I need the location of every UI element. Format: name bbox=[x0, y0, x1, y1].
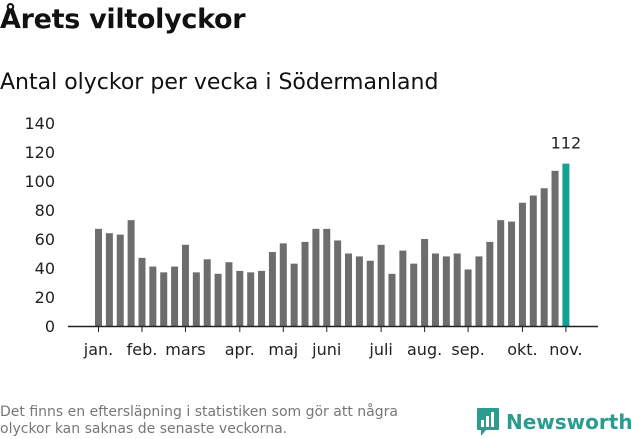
bar bbox=[551, 170, 559, 326]
bar bbox=[258, 270, 266, 326]
bar bbox=[116, 234, 124, 326]
brand-name: Newsworthy bbox=[506, 410, 631, 434]
x-tick-label: okt. bbox=[507, 340, 537, 359]
bar bbox=[279, 243, 287, 326]
bar bbox=[236, 270, 244, 326]
bar bbox=[171, 266, 179, 326]
y-tick-label: 20 bbox=[35, 288, 55, 307]
data-labels: 112 bbox=[551, 134, 582, 153]
bar bbox=[399, 250, 407, 326]
bar bbox=[355, 256, 363, 326]
bar bbox=[290, 263, 298, 326]
y-tick-label: 140 bbox=[24, 114, 55, 133]
x-tick-label: aug. bbox=[407, 340, 442, 359]
bar bbox=[127, 220, 135, 326]
bars bbox=[95, 163, 570, 326]
x-tick-label: juni bbox=[311, 340, 341, 359]
newsworthy-brand[interactable]: Newsworthy bbox=[476, 407, 631, 437]
footnote: Det finns en eftersläpning i statistiken… bbox=[0, 404, 398, 437]
bar bbox=[475, 256, 483, 326]
x-tick-label: apr. bbox=[225, 340, 255, 359]
bar bbox=[323, 228, 331, 326]
bar bbox=[334, 240, 342, 326]
y-axis: 0 20 40 60 80 100 120 140 bbox=[24, 114, 55, 336]
bar bbox=[366, 260, 374, 326]
y-tick-label: 120 bbox=[24, 143, 55, 162]
x-tick-label: nov. bbox=[549, 340, 582, 359]
bar bbox=[486, 241, 494, 326]
bar bbox=[529, 195, 537, 326]
x-tick-label: feb. bbox=[127, 340, 158, 359]
bar bbox=[312, 228, 320, 326]
bar bbox=[181, 244, 189, 326]
bar bbox=[138, 257, 146, 326]
x-tick-label: sep. bbox=[451, 340, 484, 359]
bar bbox=[442, 256, 450, 326]
bar bbox=[203, 259, 211, 326]
chart-subtitle: Antal olyckor per vecka i Södermanland bbox=[0, 70, 439, 95]
bar bbox=[431, 253, 439, 326]
bar bbox=[497, 220, 505, 326]
y-tick-label: 40 bbox=[35, 259, 55, 278]
bar bbox=[345, 253, 353, 326]
bar bbox=[301, 241, 309, 326]
bar bbox=[508, 221, 516, 326]
bar bbox=[540, 188, 548, 326]
highlighted-bar bbox=[562, 163, 570, 326]
bar bbox=[268, 252, 276, 326]
bar bbox=[192, 272, 200, 326]
bar bbox=[225, 262, 233, 326]
x-tick-label: maj bbox=[268, 340, 298, 359]
bar bbox=[105, 233, 113, 326]
bar-chart-logo-icon bbox=[477, 408, 499, 436]
bar bbox=[464, 269, 472, 326]
bar bbox=[410, 263, 418, 326]
x-tick-label: juli bbox=[368, 340, 392, 359]
bar bbox=[377, 244, 385, 326]
highlight-value-label: 112 bbox=[551, 134, 582, 153]
y-tick-label: 80 bbox=[35, 201, 55, 220]
x-tick-label: jan. bbox=[83, 340, 113, 359]
x-axis: jan. feb. mars apr. maj juni juli aug. sep. okt. n… bbox=[68, 325, 598, 359]
bar bbox=[214, 273, 222, 326]
x-tick-label: mars bbox=[165, 340, 205, 359]
bar bbox=[95, 228, 102, 326]
bar bbox=[388, 273, 396, 326]
bar bbox=[160, 272, 168, 326]
bar bbox=[453, 253, 461, 326]
bar bbox=[421, 239, 429, 326]
y-tick-label: 100 bbox=[24, 172, 55, 191]
bar bbox=[247, 272, 255, 326]
chart-title: Årets viltolyckor bbox=[0, 4, 246, 35]
bar bbox=[149, 266, 157, 326]
y-tick-label: 60 bbox=[35, 230, 55, 249]
y-tick-label: 0 bbox=[45, 317, 55, 336]
bar bbox=[518, 202, 526, 326]
